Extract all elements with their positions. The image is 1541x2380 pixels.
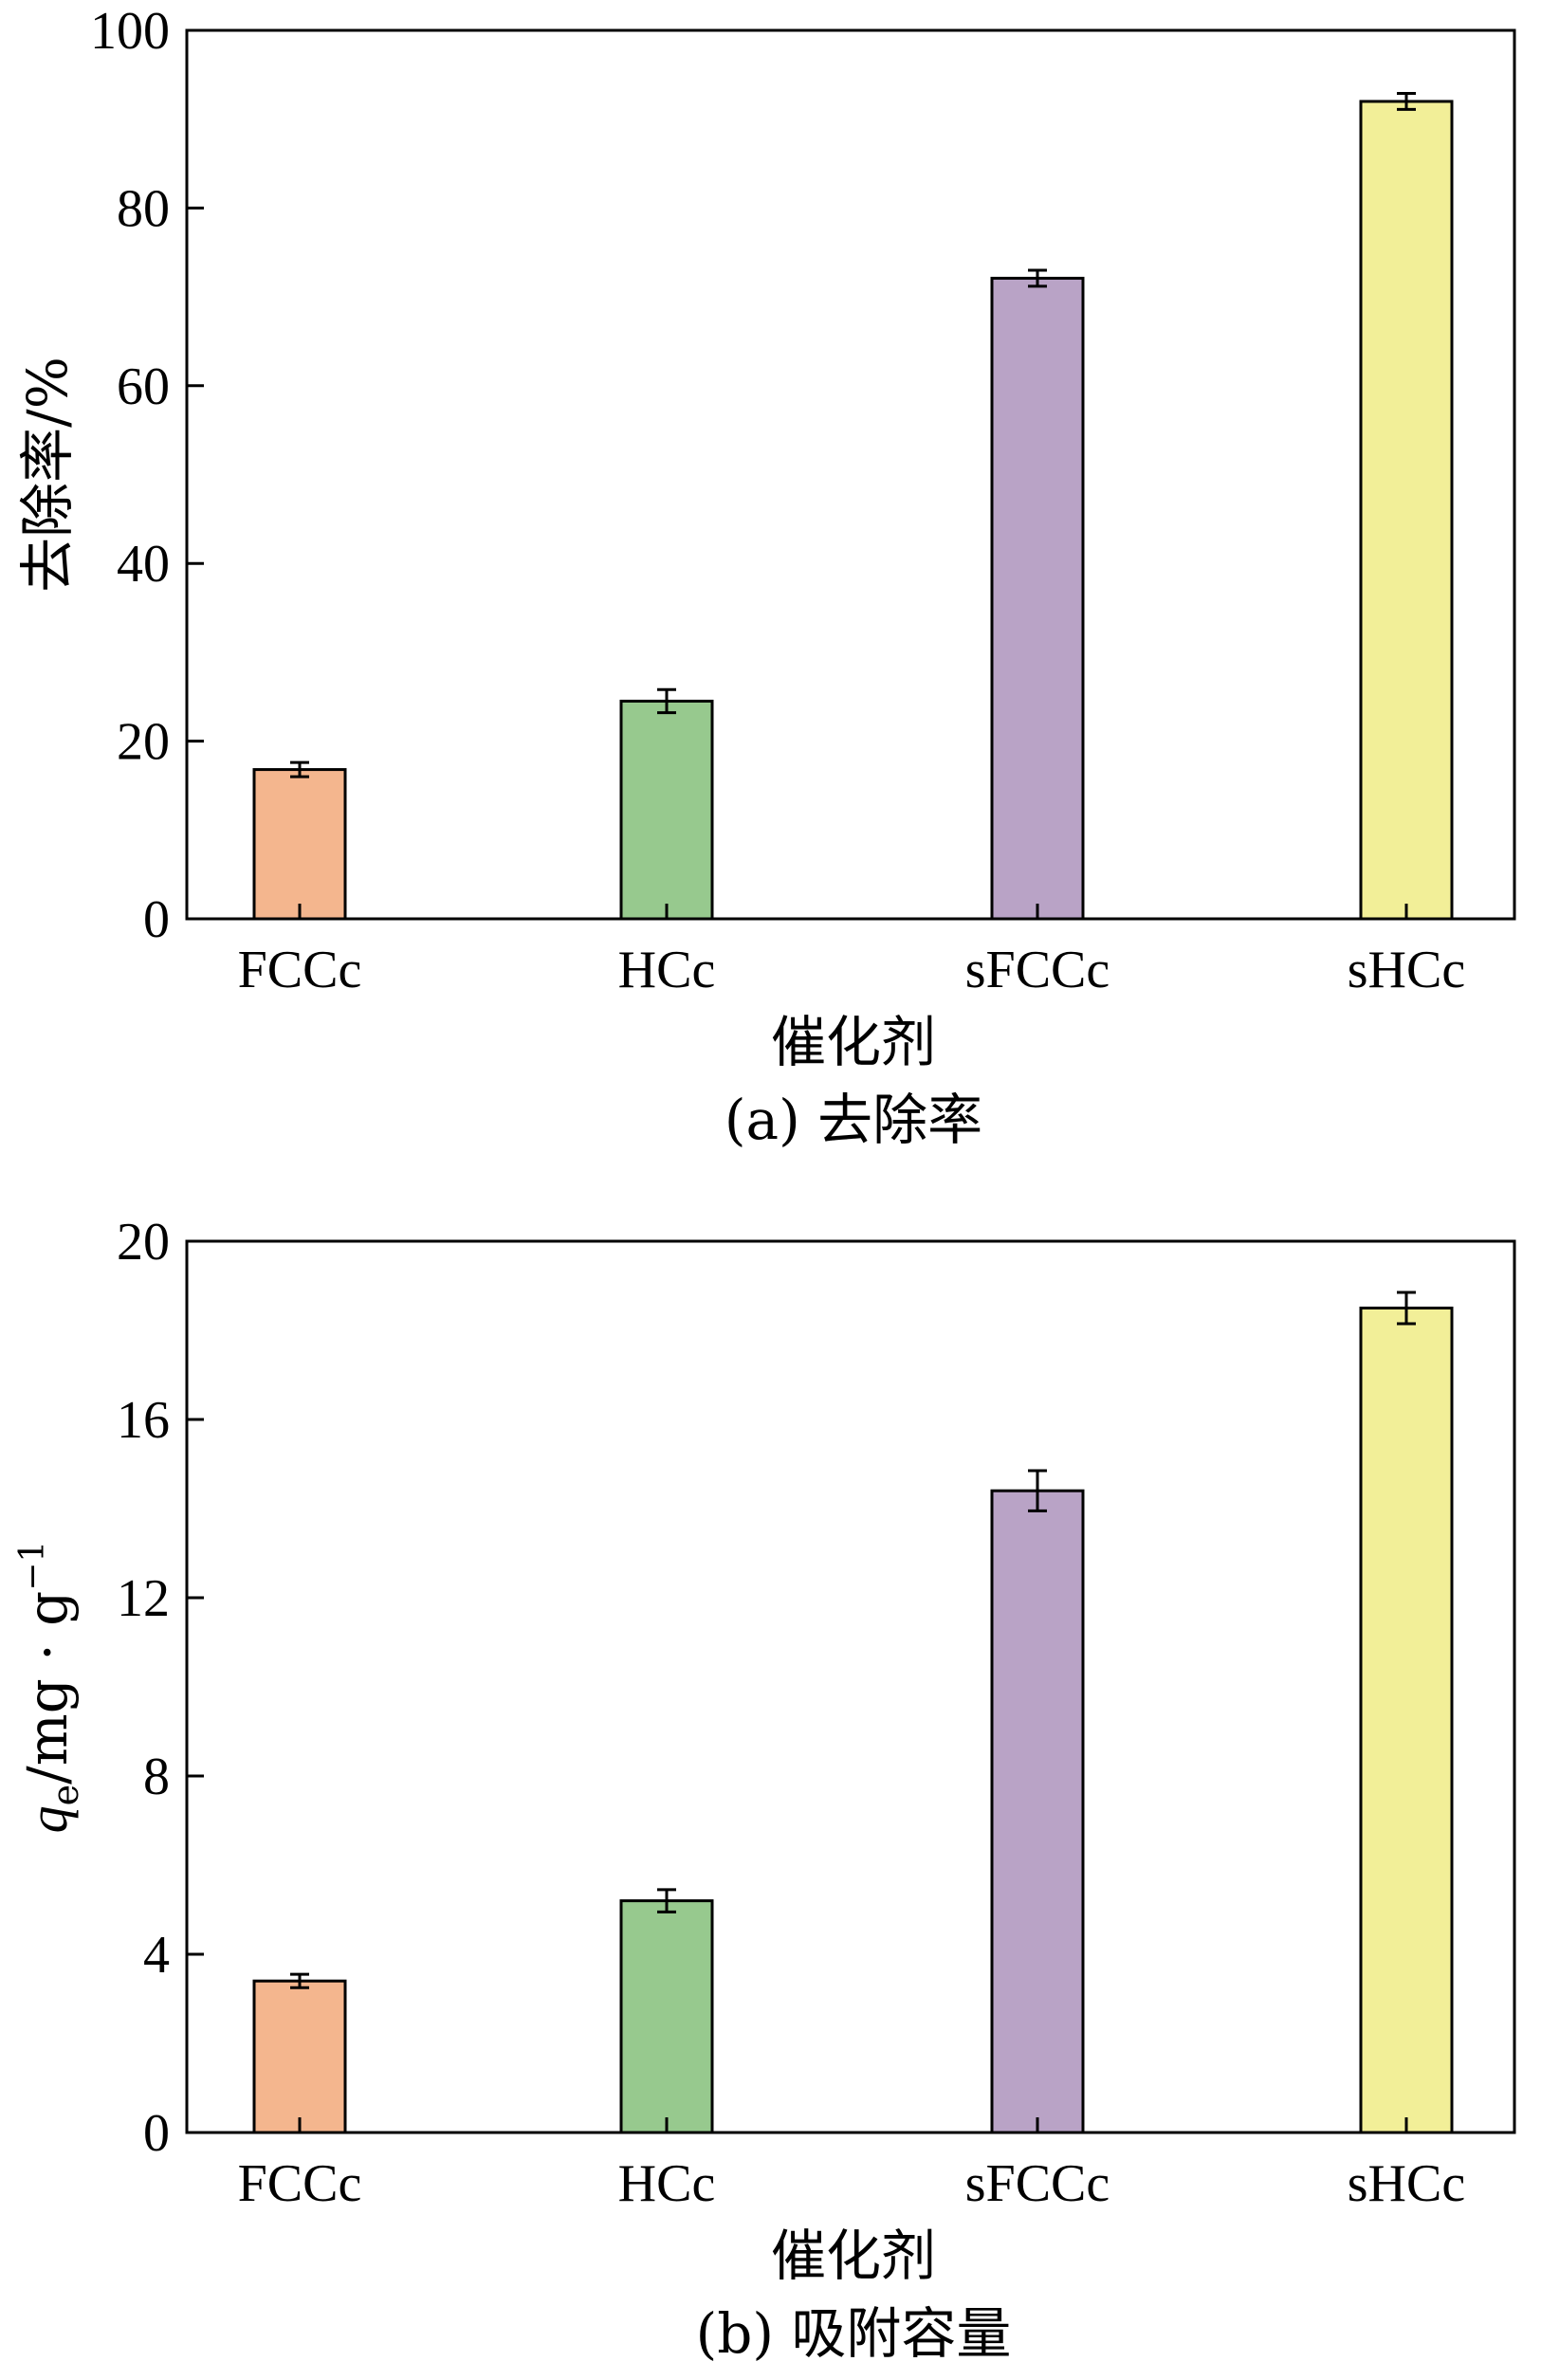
error-bar-sHCc [1397, 1291, 1416, 1326]
bar-HCc [619, 699, 714, 921]
y-tick-label: 20 [117, 1213, 170, 1272]
x-tick-label-HCc: HCc [618, 941, 716, 999]
error-bar-HCc [657, 1888, 676, 1913]
bar-sHCc [1359, 1307, 1454, 2134]
bar-sFCCc [990, 276, 1085, 921]
x-tick-label-FCCc: FCCc [238, 941, 362, 999]
panel-caption: (a) 去除率 [725, 1088, 982, 1152]
error-bar-FCCc [290, 760, 309, 778]
y-axis-ticks: 0 4 8 12 16 20 [117, 1213, 204, 2163]
error-bar-sFCCc [1028, 1469, 1047, 1512]
y-label-q: q [17, 1805, 79, 1833]
x-axis-label: 催化剂 [771, 2224, 936, 2288]
x-axis-ticks: FCCc HCc sFCCc sHCc [238, 904, 1465, 999]
x-tick-label-FCCc: FCCc [238, 2154, 362, 2213]
error-bar-sHCc [1397, 92, 1416, 111]
y-tick-label: 40 [117, 535, 170, 594]
y-label-unit: /mg · g [15, 1591, 80, 1785]
y-tick-label: 0 [143, 890, 170, 949]
y-tick-label: 4 [143, 1926, 170, 1985]
y-label-superscript: −1 [13, 1541, 52, 1591]
y-label-subscript: e [45, 1785, 86, 1806]
bar-FCCc [252, 1979, 347, 2134]
y-tick-label: 8 [143, 1748, 170, 1806]
x-tick-label-HCc: HCc [618, 2154, 716, 2213]
x-tick-label-sFCCc: sFCCc [965, 941, 1110, 999]
plot-frame [185, 1239, 1516, 2134]
x-tick-label-sFCCc: sFCCc [965, 2154, 1110, 2213]
y-tick-label: 60 [117, 357, 170, 416]
y-axis-ticks: 0 20 40 60 80 100 [90, 2, 204, 949]
x-tick-label-sHCc: sHCc [1348, 2154, 1465, 2213]
bar-sFCCc [990, 1489, 1085, 2134]
y-axis-label: 去除率/% [15, 357, 80, 593]
y-axis-label: qe/mg · g−1 [13, 1541, 86, 1834]
bars [252, 92, 1454, 921]
y-tick-label: 100 [90, 2, 170, 61]
y-tick-label: 0 [143, 2104, 170, 2163]
chart-panel-b: 0 4 8 12 16 20 FCCc HCc sFCCc sHCc qe/mg · g−1 催… [13, 1213, 1516, 2366]
bar-HCc [619, 1899, 714, 2134]
x-axis-ticks: FCCc HCc sFCCc sHCc [238, 2117, 1465, 2213]
y-tick-label: 12 [117, 1569, 170, 1628]
y-tick-label: 20 [117, 713, 170, 772]
error-bar-HCc [657, 687, 676, 715]
y-tick-label: 80 [117, 179, 170, 238]
bar-FCCc [252, 768, 347, 921]
y-tick-label: 16 [117, 1391, 170, 1450]
plot-frame [185, 28, 1516, 921]
x-tick-label-sHCc: sHCc [1348, 941, 1465, 999]
panel-caption: (b) 吸附容量 [696, 2301, 1012, 2366]
bars [252, 1291, 1454, 2134]
bar-sHCc [1359, 100, 1454, 921]
error-bar-sFCCc [1028, 268, 1047, 288]
x-axis-label: 催化剂 [771, 1010, 936, 1074]
error-bar-FCCc [290, 1972, 309, 1989]
